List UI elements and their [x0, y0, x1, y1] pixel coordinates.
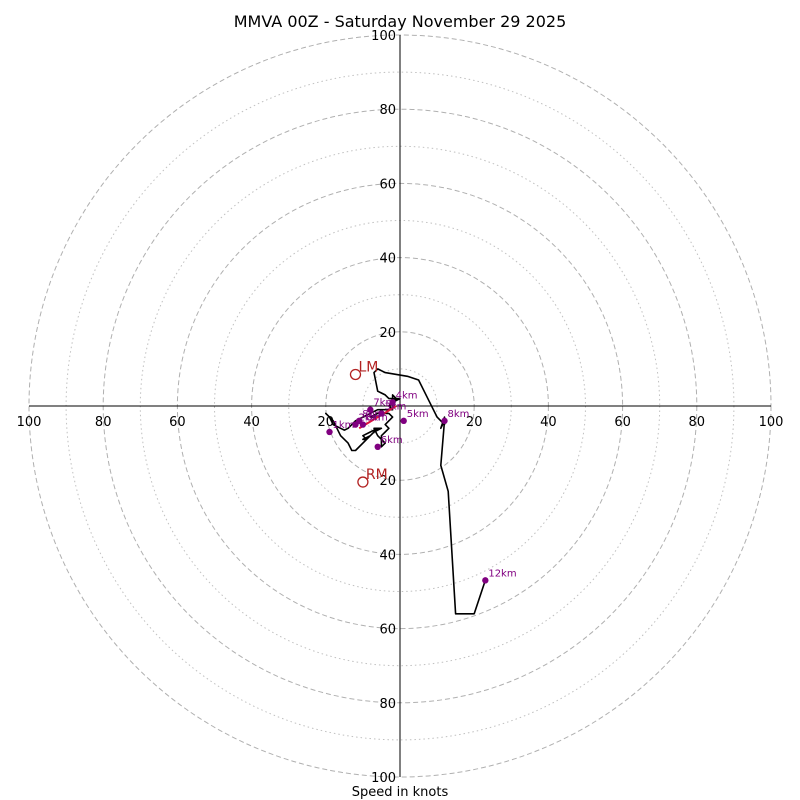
height-marker-6km [374, 443, 381, 451]
x-tick-label: 100 [759, 415, 784, 430]
height-marker-12km [482, 577, 489, 584]
hodograph-trace-layer [325, 368, 487, 615]
x-tick-label: 100 [17, 415, 42, 430]
y-tick-label: 20 [379, 474, 396, 489]
height-marker-4km [389, 399, 396, 406]
height-marker-5km [400, 417, 407, 425]
y-tick-label: 40 [379, 548, 396, 563]
y-tick-label: 40 [379, 252, 396, 267]
height-marker-3km [378, 410, 385, 417]
x-tick-label: 20 [466, 415, 483, 430]
x-tick-label: 80 [95, 415, 112, 430]
storm-motion-label-lm: LM [358, 359, 378, 375]
height-label-2km: 2km [358, 413, 380, 424]
x-tick-label: 60 [169, 415, 186, 430]
y-tick-label: 60 [379, 623, 396, 638]
height-marker-8km [441, 417, 448, 425]
x-tick-label: 60 [614, 415, 631, 430]
y-tick-label: 100 [371, 29, 396, 44]
y-tick-label: 60 [379, 177, 396, 192]
height-label-8km: 8km [448, 409, 470, 420]
y-tick-label: 80 [379, 697, 396, 712]
height-label-6km: 6km [381, 435, 403, 446]
y-tick-label: 100 [371, 771, 396, 786]
x-tick-label: 40 [243, 415, 260, 430]
height-label-1km: 1km [333, 420, 355, 431]
height-label-8km: 8km [362, 409, 384, 420]
height-label-4km: 4km [396, 390, 418, 401]
x-axis-label: Speed in knots [352, 785, 449, 800]
y-tick-label: 20 [379, 326, 396, 341]
hodograph-trace [325, 368, 487, 615]
chart-title: MMVA 00Z - Saturday November 29 2025 [234, 12, 567, 31]
storm-motion-marker-rm [357, 476, 369, 488]
y-tick-label: 80 [379, 103, 396, 118]
x-tick-label: 40 [540, 415, 557, 430]
storm-motion-markers: LM RM [349, 359, 388, 488]
height-label-12km: 12km [488, 568, 516, 579]
height-label-8km: 8km [366, 413, 388, 424]
storm-motion-label-rm: RM [366, 467, 388, 483]
x-tick-label: 80 [689, 415, 706, 430]
storm-motion-marker-lm [349, 368, 362, 381]
height-marker-8km [359, 421, 367, 428]
axis-tick-labels: 100 80 60 40 20 20 40 60 80 100204060801002040608… [17, 29, 784, 786]
height-marker-1km [326, 428, 333, 436]
height-label-7km: 7km [373, 398, 395, 409]
height-marker-7km [367, 406, 374, 413]
height-label-5km: 5km [407, 409, 429, 420]
axes [29, 35, 771, 777]
height-label-3km: 3km [384, 401, 406, 412]
